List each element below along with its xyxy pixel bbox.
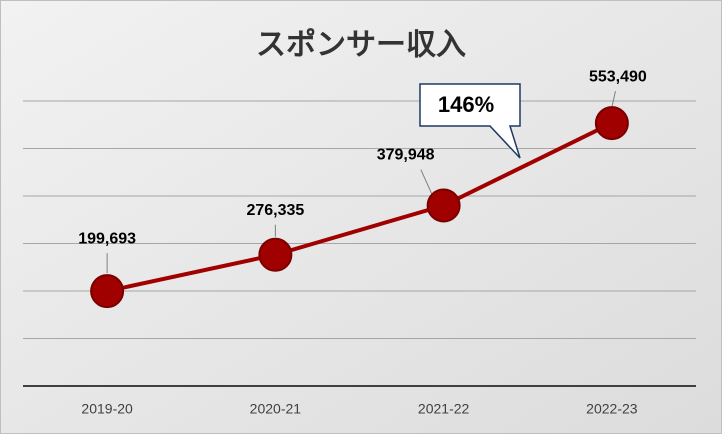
x-tick-label: 2020-21 xyxy=(250,401,302,417)
annotation: 146% xyxy=(438,92,494,117)
leader-line xyxy=(420,169,433,194)
leader-line xyxy=(611,90,616,108)
x-tick-label: 2022-23 xyxy=(586,401,638,417)
marker xyxy=(90,274,125,309)
plot: 2019-20 2020-21 2021-22 2022-23 199,693 276,3… xyxy=(78,68,647,416)
data-label: 553,490 xyxy=(589,68,647,85)
marker xyxy=(426,188,461,223)
line xyxy=(106,121,613,294)
data-label: 199,693 xyxy=(78,230,136,247)
data-label: 379,948 xyxy=(377,147,435,164)
chart-title: スポンサー収入 xyxy=(256,28,466,63)
data-label: 276,335 xyxy=(246,202,304,219)
grid xyxy=(23,100,696,387)
marker xyxy=(258,237,293,272)
marker xyxy=(594,106,629,141)
x-tick-label: 2021-22 xyxy=(418,401,470,417)
callout-box xyxy=(419,83,521,159)
x-tick-label: 2019-20 xyxy=(81,401,133,417)
